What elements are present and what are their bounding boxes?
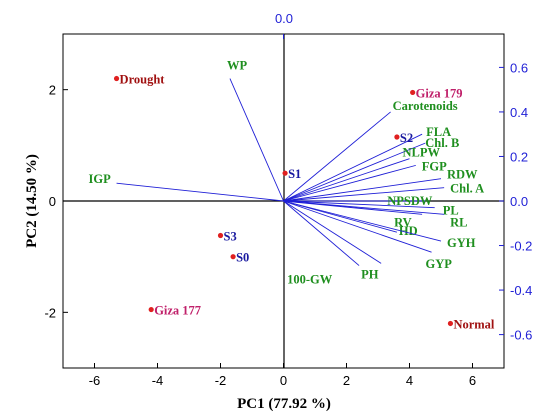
score-label: S1 <box>288 167 301 181</box>
loading-vector-igp <box>116 182 284 202</box>
loading-vector-chl-a <box>283 187 445 202</box>
x-tick-label: -4 <box>152 373 164 388</box>
x-tick-label: -6 <box>89 373 101 388</box>
loading-label: NPSDW <box>387 194 433 208</box>
loading-vector-rdw <box>283 178 442 202</box>
loading-label: Chl. B <box>425 136 459 150</box>
score-label: S0 <box>236 251 249 265</box>
score-point-giza-179 <box>410 89 416 96</box>
loading-label: IGP <box>89 172 112 186</box>
loading-label: RV <box>394 215 412 229</box>
loading-vector-rl <box>283 200 445 215</box>
loading-vector-gyh <box>283 200 442 242</box>
x-axis-title: PC1 (77.92 %) <box>237 396 331 412</box>
loading-label: RL <box>450 215 467 229</box>
right-tick-label: -0.6 <box>510 328 532 343</box>
loading-label: GYP <box>426 257 453 271</box>
loading-label: HD <box>399 224 418 238</box>
score-point-normal <box>447 320 454 327</box>
score-point-s0 <box>230 254 236 260</box>
score-point-drought <box>113 75 120 82</box>
right-tick-label: -0.2 <box>510 239 532 254</box>
loading-label: NLPW <box>403 146 441 160</box>
loading-vector-gyp <box>283 200 432 253</box>
right-tick-label: -0.4 <box>510 283 532 298</box>
loading-label: Chl. A <box>450 182 484 196</box>
score-point-s1 <box>282 170 288 176</box>
loading-label: FLA <box>426 125 451 139</box>
score-label: Drought <box>120 73 166 87</box>
right-tick-label: 0.6 <box>510 60 528 75</box>
score-point-s2 <box>394 134 400 140</box>
loading-vector-ph <box>283 200 382 264</box>
score-label: Giza 177 <box>154 304 201 318</box>
loading-vector-fgp <box>283 164 416 202</box>
y-axis-title: PC2 (14.50 %) <box>24 154 40 248</box>
x-tick-label: 0 <box>280 373 287 388</box>
loading-vector-carotenoids <box>283 111 391 202</box>
score-point-giza-177 <box>148 306 154 313</box>
loading-vector-wp <box>229 78 284 202</box>
score-point-s3 <box>217 232 224 239</box>
loading-label: 100-GW <box>287 273 333 287</box>
top-axis-tick-label: 0.0 <box>275 11 293 26</box>
loading-vector-fla <box>283 133 423 202</box>
axis-ticks: -6 -4 -2 0 2 4 6 -2 0 2 0.6 0.4 0.2 0.0 -0.2 -0.4 -0.6 <box>44 34 532 388</box>
loading-vector-100-gw <box>283 200 360 266</box>
x-tick-label: 4 <box>406 373 413 388</box>
y-tick-label: 2 <box>49 83 56 98</box>
right-tick-label: 0.2 <box>510 149 528 164</box>
score-points: Drought Normal Giza 179 Giza 177 S1 S2 S3 S0 <box>113 73 495 331</box>
x-tick-label: 2 <box>343 373 350 388</box>
y-tick-label: 0 <box>49 194 56 209</box>
right-tick-label: 0.0 <box>510 194 528 209</box>
loading-label: PH <box>361 267 379 281</box>
loading-label: FGP <box>422 159 447 173</box>
score-label: S2 <box>400 131 413 145</box>
loading-label: PL <box>443 204 459 218</box>
loading-label: WP <box>227 59 248 73</box>
right-tick-label: 0.4 <box>510 105 528 120</box>
loading-vector-chl-b <box>283 142 426 202</box>
x-tick-label: -2 <box>215 373 227 388</box>
y-tick-label: -2 <box>44 305 56 320</box>
loading-vector-pl <box>283 200 435 209</box>
score-label: Normal <box>453 317 494 331</box>
loading-label: GYH <box>447 236 476 250</box>
loading-label: Carotenoids <box>393 99 458 113</box>
score-label: S3 <box>224 230 237 244</box>
loading-vector-nlpw <box>283 158 410 202</box>
loading-label: RDW <box>447 168 478 182</box>
score-label: Giza 179 <box>416 86 463 100</box>
x-tick-label: 6 <box>469 373 476 388</box>
